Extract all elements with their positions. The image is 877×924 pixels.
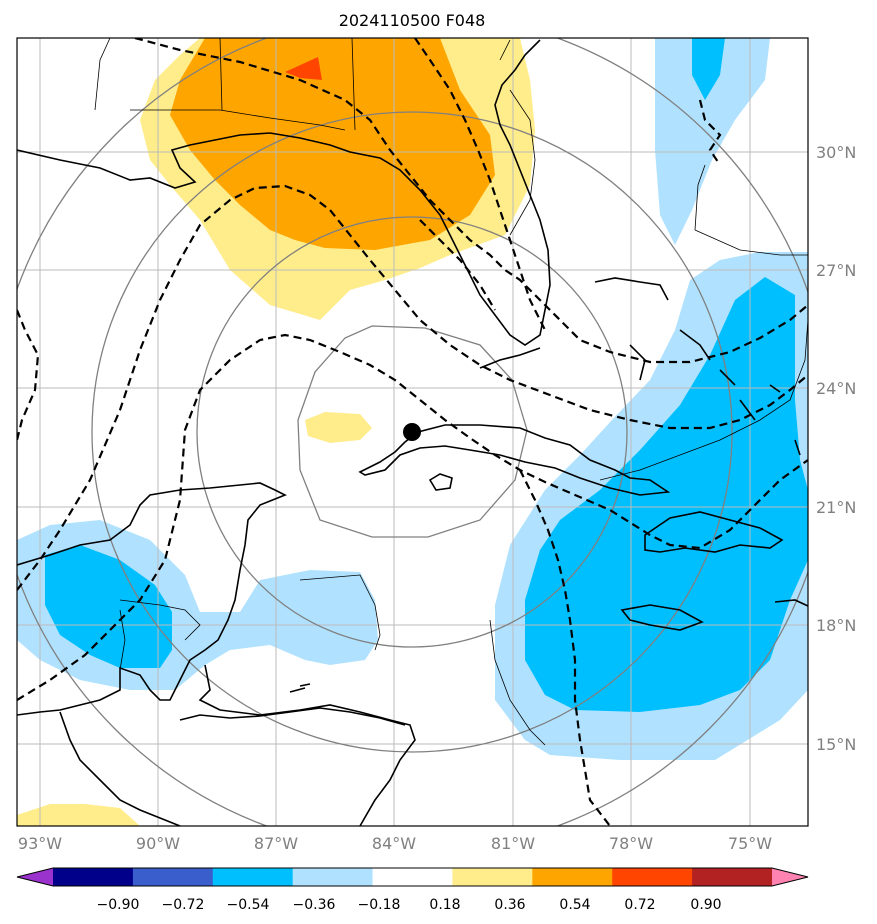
colorbar-segment — [452, 868, 533, 886]
positive-anomaly-orange — [170, 38, 495, 250]
colorbar-extend-low — [17, 868, 53, 886]
gulf-coast — [17, 39, 551, 346]
contour-b — [17, 184, 808, 591]
colorbar-tick: 0.36 — [494, 897, 525, 913]
lon-label: 84°W — [372, 834, 416, 853]
range-rings — [17, 38, 808, 826]
lon-label: 93°W — [18, 834, 62, 853]
storm-center-dot — [403, 423, 421, 441]
contour-d — [134, 38, 808, 364]
contour-h — [698, 99, 722, 166]
puerto-rico — [774, 599, 808, 607]
positive-anomaly-small — [305, 412, 372, 443]
political-boundaries — [94, 38, 808, 746]
cuba — [358, 424, 671, 496]
negative-anomaly-cyan-east — [525, 277, 808, 712]
range-ring-1 — [297, 325, 528, 538]
coastlines — [17, 39, 808, 826]
colorbar-tick: 0.90 — [690, 897, 721, 913]
colorbar-outline — [16, 867, 809, 887]
map-frame — [16, 37, 809, 827]
range-ring-2 — [196, 216, 628, 648]
colorbar-tick: 0.18 — [429, 897, 460, 913]
colorbar-tick: −0.18 — [358, 897, 401, 913]
contour-e — [414, 38, 546, 331]
hispaniola — [644, 511, 784, 553]
central-america — [59, 664, 416, 826]
map-area — [17, 38, 808, 826]
negative-anomaly-light-top-right — [655, 38, 770, 245]
colorbar-segment — [612, 868, 693, 886]
anomaly-shading — [17, 38, 808, 826]
isle-of-youth — [428, 473, 453, 491]
colorbar-segment — [292, 868, 374, 886]
lat-label: 24°N — [816, 379, 856, 398]
latitude-labels: 30°N 27°N 24°N 21°N 18°N 15°N — [816, 143, 856, 754]
lon-label: 90°W — [136, 834, 180, 853]
negative-anomaly-cyan-top-right — [692, 38, 725, 100]
map-title: 2024110500 F048 — [339, 11, 486, 30]
lat-label: 27°N — [816, 261, 856, 280]
lon-label: 75°W — [728, 834, 772, 853]
lon-label: 87°W — [254, 834, 298, 853]
lon-label: 78°W — [609, 834, 653, 853]
longitude-labels: 93°W 90°W 87°W 84°W 81°W 78°W 75°W — [18, 834, 772, 853]
colorbar-tick: −0.72 — [162, 897, 205, 913]
bay-islands — [289, 683, 311, 693]
florida-keys — [479, 347, 541, 369]
contour-a — [17, 309, 40, 441]
lat-label: 15°N — [816, 735, 856, 754]
negative-anomaly-cyan-west — [45, 545, 172, 668]
colorbar-segment — [372, 868, 453, 886]
colorbar-tick: −0.54 — [227, 897, 270, 913]
colorbar-segment — [532, 868, 613, 886]
colorbar-tick: −0.90 — [97, 897, 140, 913]
dashed-contours — [17, 38, 808, 826]
colorbar-extend-high — [772, 868, 808, 886]
honduras-coast — [179, 707, 406, 726]
positive-anomaly-bottom-left — [17, 804, 140, 826]
lon-label: 81°W — [491, 834, 535, 853]
graticule — [17, 38, 808, 826]
positive-anomaly-red — [285, 57, 322, 80]
colorbar: −0.90 −0.72 −0.54 −0.36 −0.18 0.18 0.36 … — [16, 867, 809, 913]
colorbar-ticks: −0.90 −0.72 −0.54 −0.36 −0.18 0.18 0.36 … — [97, 897, 722, 913]
colorbar-segment — [692, 868, 773, 886]
colorbar-segment — [53, 868, 134, 886]
contour-f — [419, 219, 496, 311]
jamaica — [620, 604, 704, 631]
contour-g — [519, 469, 611, 826]
lat-label: 30°N — [816, 143, 856, 162]
lat-label: 21°N — [816, 498, 856, 517]
range-ring-3 — [91, 111, 733, 753]
contour-c — [17, 333, 808, 701]
colorbar-segments — [17, 868, 808, 886]
colorbar-tick: 0.54 — [559, 897, 590, 913]
colorbar-segment — [212, 868, 294, 886]
colorbar-tick: −0.36 — [293, 897, 336, 913]
lat-label: 18°N — [816, 616, 856, 635]
yucatan-coast — [17, 482, 287, 716]
colorbar-tick: 0.72 — [624, 897, 655, 913]
colorbar-segment — [132, 868, 214, 886]
